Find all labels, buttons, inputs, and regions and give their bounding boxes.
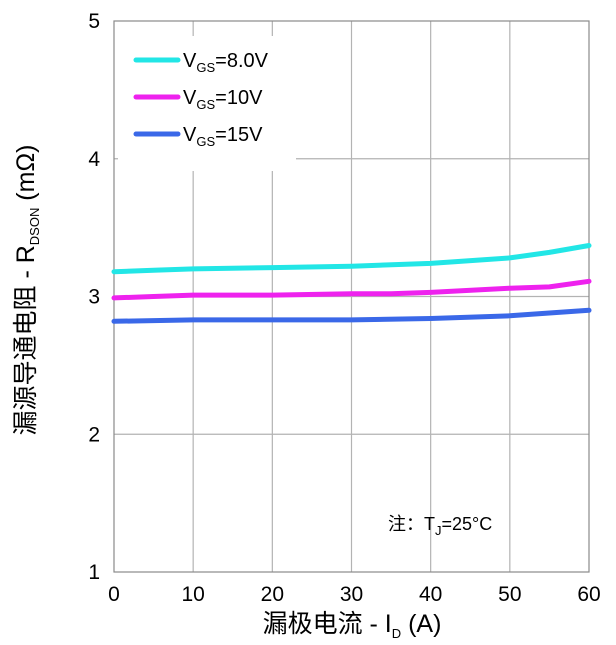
legend: VGS=8.0V VGS=10V VGS=15V (118, 36, 296, 171)
x-tick-labels: 0 10 20 30 40 50 60 (108, 583, 601, 606)
x-tick-label: 60 (577, 583, 600, 606)
legend-label: VGS=15V (183, 124, 263, 149)
series-line (111, 243, 592, 275)
x-tick-label: 10 (181, 583, 204, 606)
series-line (111, 307, 592, 324)
legend-label: VGS=8.0V (183, 50, 269, 75)
y-tick-label: 3 (88, 286, 100, 309)
x-tick-label: 30 (340, 583, 363, 606)
x-tick-label: 40 (419, 583, 442, 606)
series-line (111, 278, 592, 301)
y-tick-label: 1 (88, 561, 100, 584)
y-tick-label: 2 (88, 423, 100, 446)
y-tick-label: 5 (88, 10, 100, 33)
y-axis-title: 漏源导通电阻 - RDSON (mΩ) (12, 145, 42, 436)
x-tick-label: 50 (498, 583, 521, 606)
annotation-note: 注：TJ=25°C (388, 514, 492, 538)
series-group (111, 243, 592, 324)
x-tick-label: 20 (261, 583, 284, 606)
y-tick-labels: 1 2 3 4 5 (88, 10, 100, 584)
legend-label: VGS=10V (183, 87, 263, 112)
y-tick-label: 4 (88, 148, 100, 171)
x-axis-title: 漏极电流 - ID (A) (263, 610, 442, 641)
x-tick-label: 0 (108, 583, 120, 606)
